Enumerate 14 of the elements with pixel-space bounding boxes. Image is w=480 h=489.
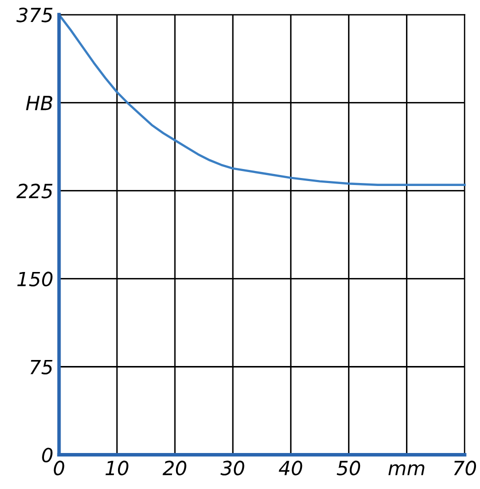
y-tick-label: 0 [42, 448, 53, 462]
y-tick-label: 225 [16, 184, 52, 198]
x-tick-label: 30 [220, 460, 244, 476]
x-tick-label: 0 [54, 460, 64, 476]
y-tick-label: 375 [16, 8, 52, 22]
x-tick-label: 20 [162, 460, 186, 476]
x-tick-label: 50 [336, 460, 360, 476]
x-tick-label: 70 [454, 460, 476, 476]
y-tick-label: 150 [17, 272, 53, 286]
x-tick-label: 40 [278, 460, 302, 476]
y-tick-label: 75 [30, 360, 52, 374]
x-tick-label: mm [388, 464, 424, 476]
y-tick-label: HB [26, 96, 52, 110]
x-tick-label: 10 [106, 460, 128, 476]
